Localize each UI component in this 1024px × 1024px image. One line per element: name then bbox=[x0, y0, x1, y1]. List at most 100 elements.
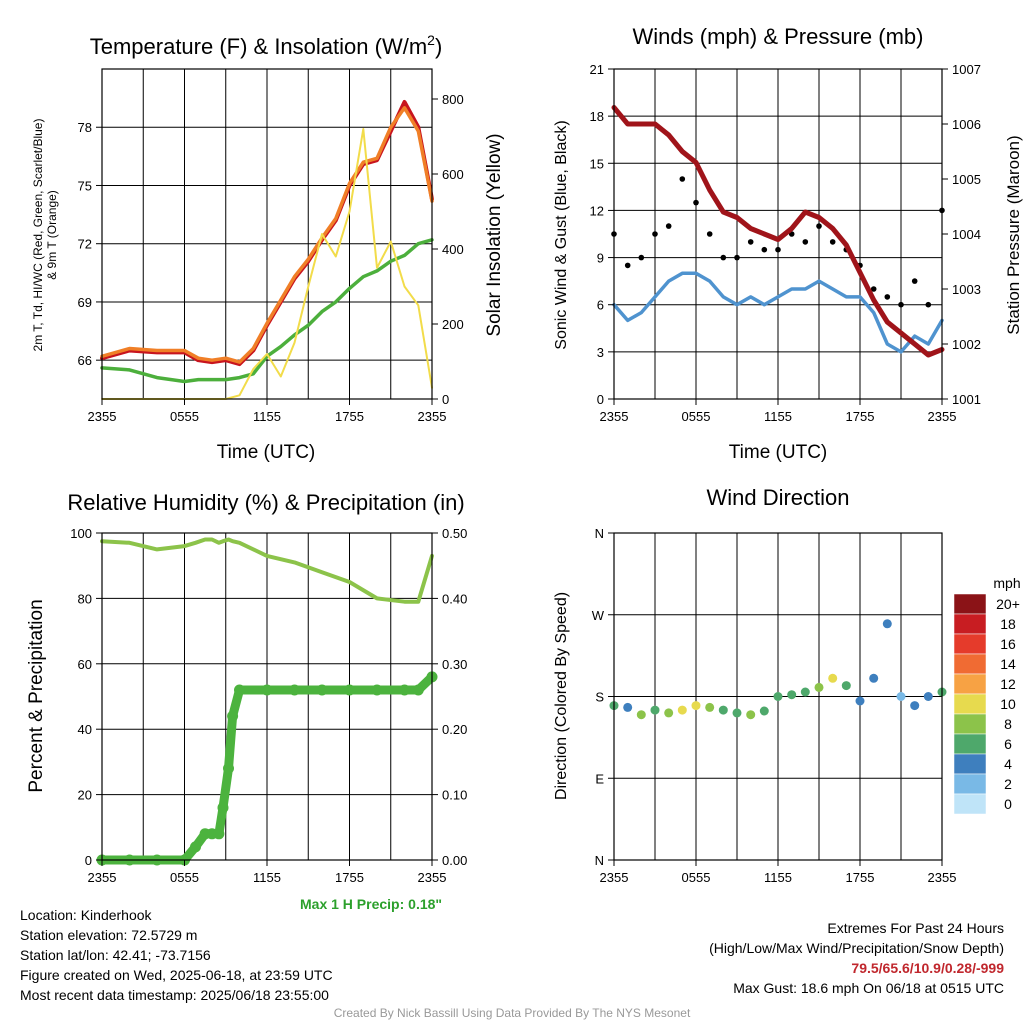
x-tick-label: 2355 bbox=[928, 870, 957, 885]
gust-point bbox=[747, 239, 754, 245]
extremes-info: Extremes For Past 24 Hours (High/Low/Max… bbox=[709, 918, 1004, 998]
y-tick-label: E bbox=[595, 771, 604, 786]
rh-series bbox=[96, 537, 438, 866]
colorbar-swatch bbox=[953, 693, 987, 715]
gust-point bbox=[829, 239, 836, 245]
x-tick-label: 2355 bbox=[600, 870, 629, 885]
created-text: Figure created on Wed, 2025-06-18, at 23… bbox=[20, 967, 333, 983]
direction-point bbox=[677, 705, 687, 715]
gust-point bbox=[870, 286, 877, 292]
y2-tick-label: 0.20 bbox=[442, 722, 467, 737]
gust-point bbox=[802, 239, 809, 245]
colorbar-label: 4 bbox=[1004, 756, 1012, 772]
x-tick-label: 1755 bbox=[335, 409, 364, 424]
direction-point bbox=[623, 702, 633, 712]
rh-line bbox=[100, 537, 434, 604]
x-tick-label: 1755 bbox=[335, 870, 364, 885]
y-tick-label: 78 bbox=[78, 120, 92, 135]
direction-point bbox=[773, 692, 783, 701]
y2-tick-label: 0.10 bbox=[442, 788, 467, 803]
direction-point bbox=[787, 690, 797, 700]
colorbar-label: 2 bbox=[1004, 776, 1012, 792]
temperature-grid bbox=[101, 69, 433, 399]
colorbar-label: 16 bbox=[1000, 636, 1016, 652]
max-precip-annotation: Max 1 H Precip: 0.18" bbox=[300, 896, 443, 912]
extremes-title: Extremes For Past 24 Hours bbox=[827, 920, 1004, 936]
colorbar-swatch bbox=[953, 633, 987, 655]
colorbar-label: 6 bbox=[1004, 736, 1012, 752]
precip-point bbox=[371, 684, 383, 696]
y-tick-label: S bbox=[595, 690, 604, 705]
direction-ylabel: Direction (Colored By Speed) bbox=[553, 592, 570, 800]
dewpoint-line bbox=[100, 238, 434, 384]
temperature-ylabel-line1: 2m T, Td, HI/WC (Red, Green, Scarlet/Blu… bbox=[31, 119, 45, 352]
gust-point bbox=[911, 278, 918, 284]
temperature-panel: Temperature (F) & Insolation (W/m2) 2355… bbox=[31, 32, 505, 463]
gust-point bbox=[624, 262, 631, 269]
y2-tick-label: 1003 bbox=[952, 282, 981, 297]
rh-ylabel: Percent & Precipitation bbox=[26, 599, 47, 792]
colorbar-label: 20+ bbox=[996, 596, 1020, 612]
direction-point bbox=[636, 710, 646, 720]
colorbar-label: 10 bbox=[1000, 696, 1016, 712]
precip-point bbox=[227, 710, 239, 722]
rh-axes: 2355 0555 1155 1755 2355 0 20 40 60 80 100 0.00 0.10… bbox=[70, 526, 467, 885]
credit-text: Created By Nick Bassill Using Data Provi… bbox=[333, 1006, 691, 1020]
direction-point bbox=[910, 701, 920, 711]
rh-grid bbox=[101, 532, 433, 861]
colorbar-label: 18 bbox=[1000, 616, 1016, 632]
direction-point bbox=[882, 619, 892, 629]
y2-tick-label: 1002 bbox=[952, 337, 981, 352]
precip-point bbox=[234, 684, 245, 696]
colorbar-swatch bbox=[953, 773, 987, 795]
gust-point bbox=[706, 231, 713, 237]
extremes-subtitle: (High/Low/Max Wind/Precipitation/Snow De… bbox=[709, 940, 1004, 956]
direction-point bbox=[718, 705, 728, 715]
direction-point bbox=[828, 673, 838, 683]
x-tick-label: 1155 bbox=[764, 409, 792, 424]
direction-point bbox=[800, 687, 810, 697]
y-tick-label: 72 bbox=[78, 237, 92, 252]
x-tick-label: 1155 bbox=[253, 409, 281, 424]
y2-tick-label: 1007 bbox=[952, 62, 981, 77]
colorbar-title: mph bbox=[993, 575, 1020, 591]
gust-point bbox=[679, 176, 686, 182]
x-tick-label: 0555 bbox=[170, 409, 199, 424]
temperature-y2label: Solar Insolation (Yellow) bbox=[484, 133, 505, 336]
y2-tick-label: 600 bbox=[442, 167, 464, 182]
y2-tick-label: 0.40 bbox=[442, 591, 467, 606]
y-tick-label: 20 bbox=[78, 788, 92, 803]
y-tick-label: 0 bbox=[85, 853, 92, 868]
colorbar-swatch bbox=[953, 653, 987, 675]
extremes-values: 79.5/65.6/10.9/0.28/-999 bbox=[851, 960, 1004, 976]
gust-point bbox=[898, 301, 904, 308]
precip-point bbox=[399, 684, 410, 696]
colorbar-label: 14 bbox=[1000, 656, 1016, 672]
direction-point bbox=[664, 708, 674, 718]
precip-point bbox=[217, 802, 229, 814]
x-tick-label: 2355 bbox=[88, 409, 117, 424]
rh-title: Relative Humidity (%) & Precipitation (i… bbox=[67, 490, 464, 515]
gust-point bbox=[761, 246, 768, 253]
direction-point bbox=[705, 702, 715, 712]
y2-tick-label: 200 bbox=[442, 317, 464, 332]
colorbar-swatch bbox=[953, 673, 987, 695]
direction-panel: Wind Direction 2355 0555 1155 1755 2355 N E S W N… bbox=[553, 485, 1021, 885]
precip-point bbox=[316, 684, 328, 696]
y-tick-label: 100 bbox=[70, 526, 92, 541]
gust-point bbox=[720, 254, 727, 261]
y2-tick-label: 1001 bbox=[952, 392, 981, 407]
winds-y2label: Station Pressure (Maroon) bbox=[1004, 135, 1023, 334]
x-tick-label: 2355 bbox=[418, 409, 447, 424]
rh-panel: Relative Humidity (%) & Precipitation (i… bbox=[26, 490, 467, 885]
x-tick-label: 0555 bbox=[682, 870, 711, 885]
x-tick-label: 0555 bbox=[682, 409, 711, 424]
precip-point bbox=[213, 828, 225, 840]
y-tick-label: 60 bbox=[78, 657, 92, 672]
winds-panel: Winds (mph) & Pressure (mb) 2355 0555 1155… bbox=[553, 24, 1023, 463]
direction-point bbox=[746, 710, 756, 720]
direction-point bbox=[814, 682, 824, 692]
y-tick-label: W bbox=[592, 608, 605, 623]
x-tick-label: 2355 bbox=[88, 870, 117, 885]
precip-point bbox=[190, 841, 201, 853]
